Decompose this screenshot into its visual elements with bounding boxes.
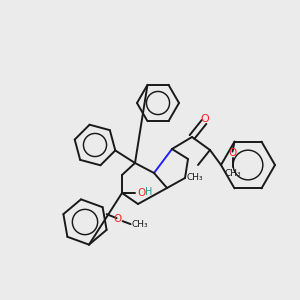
Text: CH₃: CH₃ bbox=[224, 169, 241, 178]
Text: O: O bbox=[201, 114, 209, 124]
Text: O: O bbox=[113, 214, 122, 224]
Text: CH₃: CH₃ bbox=[187, 173, 203, 182]
Text: O: O bbox=[228, 148, 237, 158]
Text: O: O bbox=[137, 188, 145, 198]
Text: H: H bbox=[145, 187, 152, 197]
Text: CH₃: CH₃ bbox=[132, 220, 148, 229]
